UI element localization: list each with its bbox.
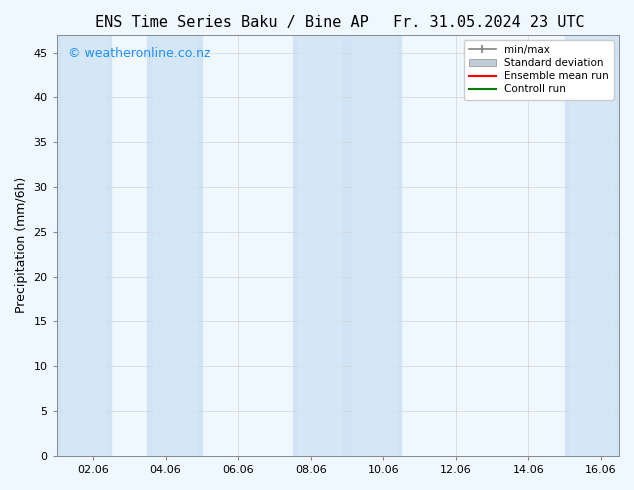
Bar [292,35,347,456]
Bar [56,35,111,456]
Bar [353,35,396,456]
Bar [347,35,401,456]
Bar [153,35,197,456]
Bar [565,35,619,456]
Text: © weatheronline.co.nz: © weatheronline.co.nz [68,47,210,60]
Legend: min/max, Standard deviation, Ensemble mean run, Controll run: min/max, Standard deviation, Ensemble me… [464,40,614,99]
Text: ENS Time Series Baku / Bine AP: ENS Time Series Baku / Bine AP [95,15,369,30]
Bar [147,35,202,456]
Text: Fr. 31.05.2024 23 UTC: Fr. 31.05.2024 23 UTC [393,15,585,30]
Bar [298,35,342,456]
Bar [62,35,106,456]
Y-axis label: Precipitation (mm/6h): Precipitation (mm/6h) [15,177,28,314]
Bar [570,35,614,456]
